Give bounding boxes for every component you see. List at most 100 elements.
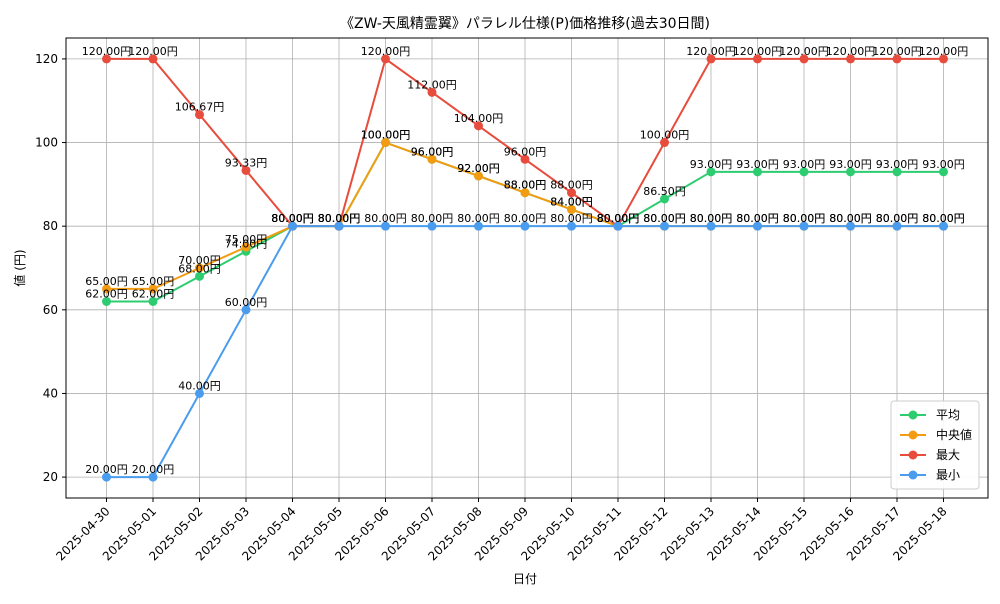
data-label: 88.00円 [504, 179, 547, 192]
data-label: 20.00円 [132, 463, 175, 476]
data-label: 74.00円 [225, 237, 268, 250]
legend-label: 中央値 [936, 427, 972, 442]
data-label: 80.00円 [597, 212, 640, 225]
data-label: 80.00円 [364, 212, 407, 225]
data-point [102, 296, 111, 306]
data-label: 80.00円 [876, 212, 919, 225]
data-label: 96.00円 [504, 145, 547, 158]
data-point [474, 171, 483, 181]
data-label: 100.00円 [361, 129, 411, 142]
data-label: 80.00円 [783, 212, 826, 225]
data-label: 88.00円 [504, 179, 547, 192]
data-label: 80.00円 [411, 212, 454, 225]
data-point [939, 221, 948, 231]
data-point [148, 472, 158, 482]
legend-box [890, 400, 980, 490]
data-point [567, 221, 576, 231]
data-label: 80.00円 [318, 212, 361, 225]
data-point [660, 194, 669, 204]
data-label: 100.00円 [361, 129, 411, 142]
legend-label: 最小 [936, 468, 960, 482]
data-point [846, 221, 855, 231]
data-point [753, 221, 762, 231]
data-point [753, 167, 762, 177]
data-label: 106.67円 [175, 101, 225, 114]
data-point [799, 221, 809, 231]
data-label: 80.00円 [318, 212, 361, 225]
legend-marker [908, 450, 918, 460]
data-label: 80.00円 [271, 212, 314, 225]
data-label: 80.00円 [736, 212, 779, 225]
data-label: 80.00円 [597, 212, 640, 225]
data-label: 93.00円 [736, 158, 779, 171]
data-label: 88.00円 [550, 179, 593, 192]
data-point [102, 54, 111, 64]
data-label: 120.00円 [826, 45, 876, 58]
legend-label: 最大 [936, 448, 960, 462]
data-label: 92.00円 [457, 162, 500, 175]
data-label: 93.33円 [225, 156, 268, 169]
legend-label: 平均 [936, 408, 960, 422]
data-point [706, 167, 716, 177]
data-label: 65.00円 [132, 275, 175, 288]
data-label: 80.00円 [271, 212, 314, 225]
data-point [427, 154, 437, 164]
data-label: 120.00円 [361, 45, 411, 58]
data-point [148, 296, 158, 306]
data-label: 80.00円 [922, 212, 965, 225]
data-label: 96.00円 [411, 145, 454, 158]
y-axis-label: 値 (円) [12, 249, 27, 286]
x-axis-label: 日付 [513, 572, 537, 586]
data-point [381, 221, 390, 231]
data-point [334, 221, 344, 231]
data-label: 104.00円 [454, 112, 504, 125]
data-label: 80.00円 [643, 212, 686, 225]
data-label: 80.00円 [318, 212, 361, 225]
data-point [474, 121, 483, 131]
data-point [288, 221, 297, 231]
data-label: 80.00円 [318, 212, 361, 225]
data-label: 112.00円 [407, 78, 457, 91]
data-label: 62.00円 [132, 287, 175, 300]
data-label: 120.00円 [919, 45, 969, 58]
data-point [102, 472, 111, 482]
data-label: 60.00円 [225, 296, 268, 309]
y-tick-label: 20 [43, 470, 58, 484]
data-point [892, 54, 902, 64]
data-point [381, 138, 390, 148]
data-point [148, 284, 158, 294]
data-label: 120.00円 [779, 45, 829, 58]
y-tick-label: 80 [43, 219, 58, 233]
data-label: 80.00円 [271, 212, 314, 225]
data-point [520, 154, 530, 164]
data-point [706, 54, 716, 64]
data-point [148, 54, 158, 64]
data-point [706, 221, 716, 231]
data-label: 80.00円 [829, 212, 872, 225]
data-label: 80.00円 [829, 212, 872, 225]
data-label: 86.50円 [643, 185, 686, 198]
data-point [195, 263, 204, 273]
legend-marker [908, 430, 918, 440]
data-label: 40.00円 [178, 379, 221, 392]
data-point [381, 54, 390, 64]
data-point [427, 221, 437, 231]
data-point [799, 54, 809, 64]
data-label: 93.00円 [922, 158, 965, 171]
data-label: 120.00円 [733, 45, 783, 58]
data-label: 96.00円 [411, 145, 454, 158]
data-point [753, 54, 762, 64]
plot-frame [65, 37, 989, 499]
data-label: 93.00円 [690, 158, 733, 171]
y-tick-label: 60 [43, 303, 58, 317]
data-point [195, 110, 204, 120]
data-point [892, 221, 902, 231]
data-point [520, 188, 530, 198]
data-label: 80.00円 [271, 212, 314, 225]
data-point [520, 221, 530, 231]
data-point [567, 188, 576, 198]
